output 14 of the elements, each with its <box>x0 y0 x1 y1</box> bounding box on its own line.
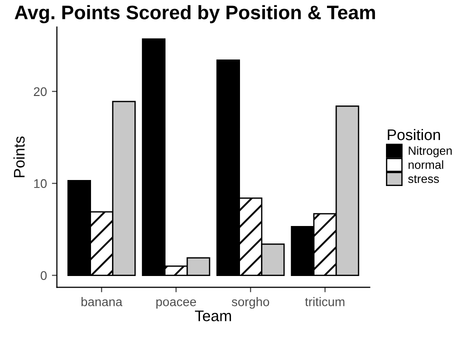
y-tick-label: 10 <box>34 179 47 188</box>
y-tick-label: 0 <box>40 271 47 280</box>
legend-label: normal <box>408 160 444 169</box>
x-axis-title: Team <box>194 310 231 322</box>
chart-title: Avg. Points Scored by Position & Team <box>14 5 375 24</box>
x-tick-label: banana <box>82 297 122 306</box>
x-tick-label: sorgho <box>232 297 270 309</box>
x-tick-label: triticum <box>305 297 344 306</box>
y-tick-label: 20 <box>34 87 47 96</box>
y-axis-title: Points <box>13 136 25 178</box>
legend-label: stress <box>408 175 439 183</box>
legend-title: Position <box>388 128 440 140</box>
x-tick-label: poacee <box>156 299 196 309</box>
legend-label: Nitrogen <box>408 146 452 158</box>
